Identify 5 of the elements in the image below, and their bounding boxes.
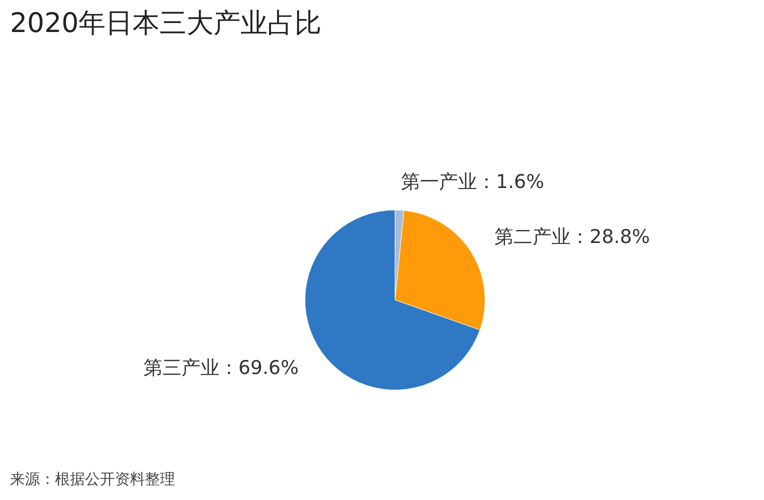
source-note: 来源：根据公开资料整理 [10,470,175,488]
slice-label: 第三产业：69.6% [143,357,299,380]
chart-title: 2020年日本三大产业占比 [10,8,322,39]
slice-label: 第二产业：28.8% [494,226,650,248]
slice-label: 第一产业：1.6% [400,171,544,194]
